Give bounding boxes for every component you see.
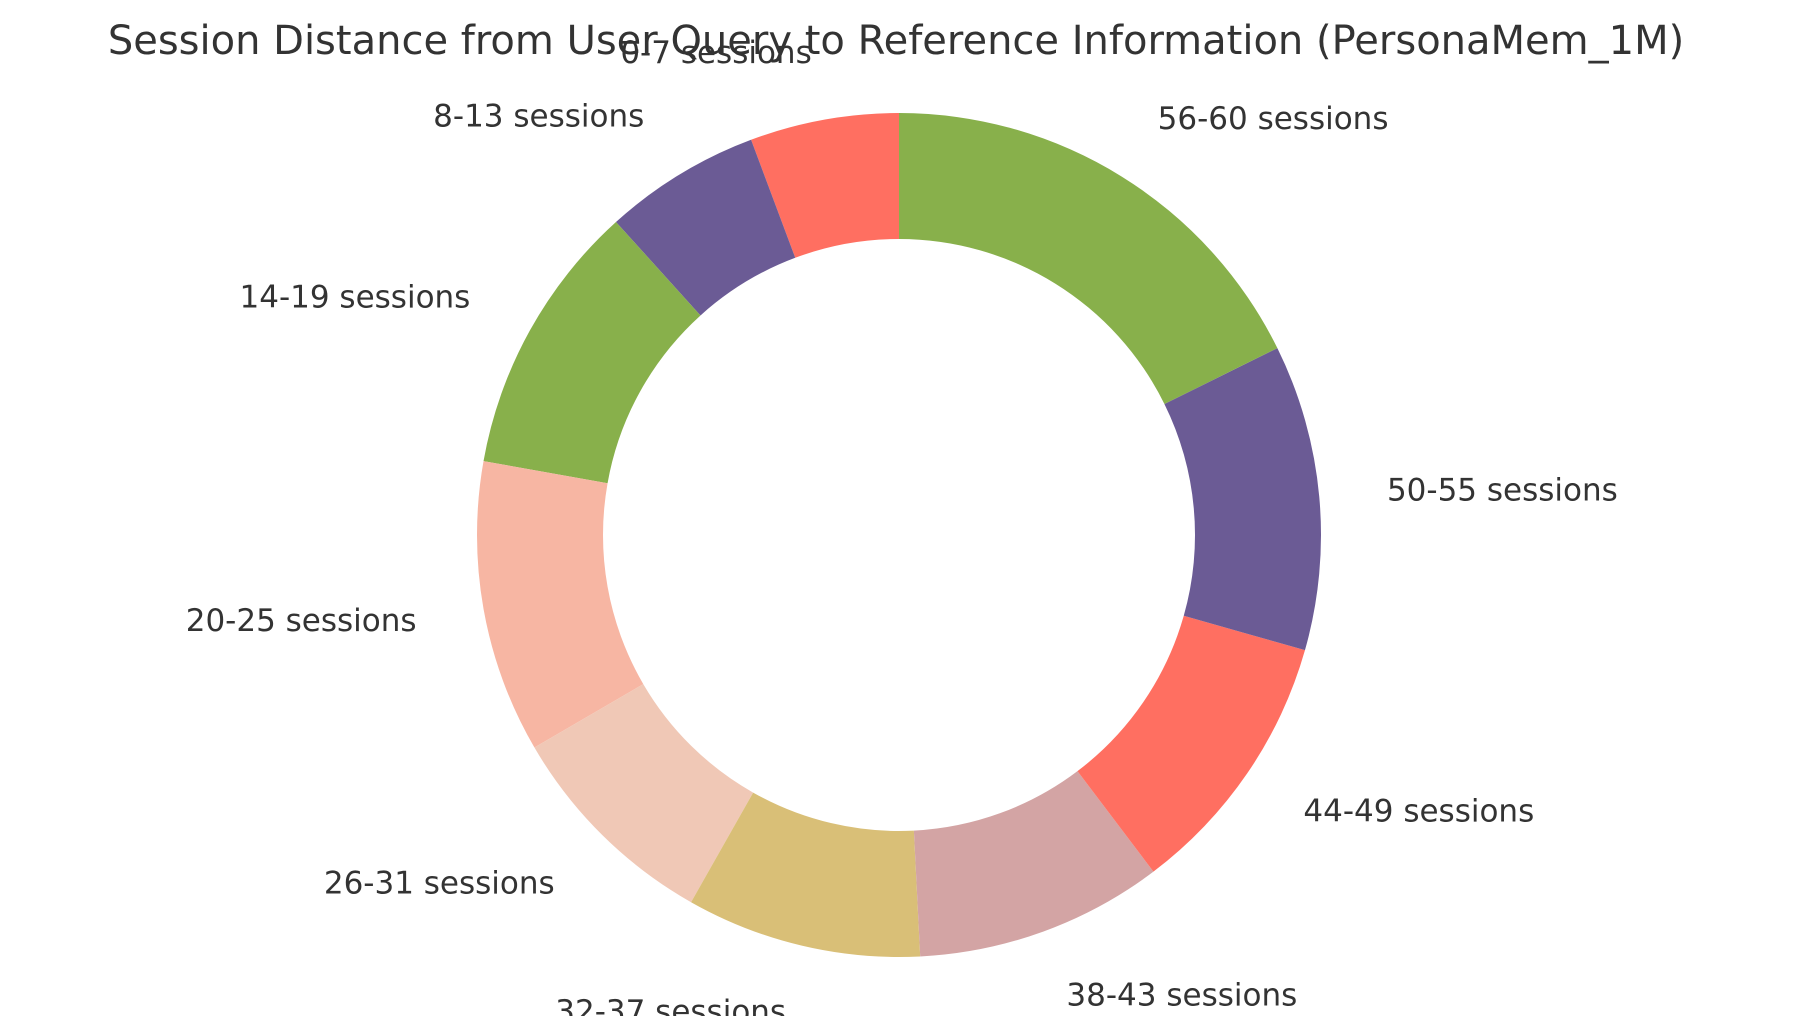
slice-label-14-19-sessions: 14-19 sessions — [240, 280, 471, 316]
slice-label-38-43-sessions: 38-43 sessions — [1066, 978, 1297, 1014]
slice-label-8-13-sessions: 8-13 sessions — [433, 98, 644, 134]
slice-label-32-37-sessions: 32-37 sessions — [555, 994, 786, 1016]
slice-label-26-31-sessions: 26-31 sessions — [324, 866, 555, 902]
slice-32-37-sessions — [691, 792, 921, 957]
slice-14-19-sessions — [483, 221, 701, 484]
slice-44-49-sessions — [1077, 615, 1305, 872]
slice-label-56-60-sessions: 56-60 sessions — [1158, 101, 1389, 137]
slice-26-31-sessions — [534, 684, 754, 903]
slice-label-0-7-sessions: 0-7 sessions — [620, 35, 811, 71]
slice-label-20-25-sessions: 20-25 sessions — [186, 603, 417, 639]
slice-50-55-sessions — [1164, 348, 1321, 651]
slice-38-43-sessions — [913, 771, 1154, 957]
chart-title: Session Distance from User Query to Refe… — [108, 18, 1684, 64]
slice-56-60-sessions — [899, 113, 1278, 404]
slice-0-7-sessions — [751, 113, 899, 258]
slice-label-44-49-sessions: 44-49 sessions — [1303, 794, 1534, 830]
slice-label-50-55-sessions: 50-55 sessions — [1387, 472, 1618, 508]
slice-labels: 0-7 sessions 8-13 sessions 14-19 sessions 2… — [186, 35, 1618, 1016]
slice-8-13-sessions — [615, 139, 796, 316]
slice-20-25-sessions — [477, 461, 644, 748]
donut-slices — [477, 113, 1321, 957]
